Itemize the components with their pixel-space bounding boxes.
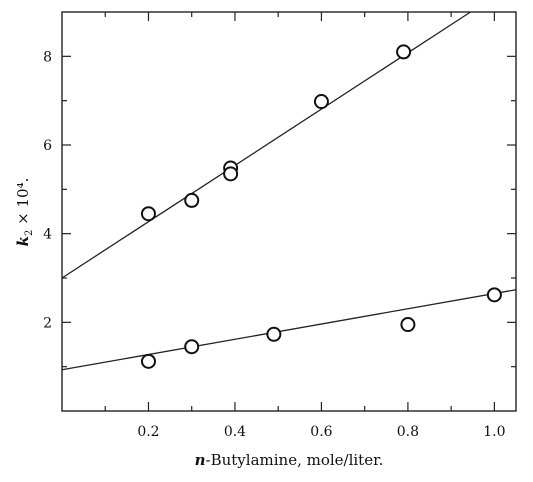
y-axis-title: k2 × 10⁴. xyxy=(14,178,35,247)
x-axis-ticks xyxy=(104,12,495,411)
y-axis-title-subscript: 2 xyxy=(24,230,35,236)
data-point-series-2 xyxy=(184,339,200,355)
data-point-series-1 xyxy=(313,94,329,110)
x-axis-title-rest: -Butylamine, mole/liter. xyxy=(206,451,384,469)
data-point-series-1 xyxy=(223,166,239,182)
data-point-series-2 xyxy=(266,326,282,342)
data-point-series-2 xyxy=(400,317,416,333)
data-point-series-1 xyxy=(184,192,200,208)
x-axis-title-italic: n xyxy=(195,451,206,469)
data-point-series-1 xyxy=(140,206,156,222)
x-axis-title: n-Butylamine, mole/liter. xyxy=(195,451,384,469)
plot-frame xyxy=(61,11,517,412)
y-tick-label: 2 xyxy=(43,315,52,331)
y-tick-label: 4 xyxy=(43,227,52,243)
y-tick-label: 8 xyxy=(43,49,52,65)
y-tick-label: 6 xyxy=(43,138,52,154)
y-axis-title-rest: × 10⁴. xyxy=(14,178,32,230)
y-axis-title-italic: k xyxy=(14,236,32,246)
x-tick-label: 0.6 xyxy=(310,424,332,440)
y-axis-tick-labels: 2 4 6 8 xyxy=(43,49,52,331)
data-point-series-2 xyxy=(140,353,156,369)
data-points xyxy=(140,44,502,369)
x-tick-label: 0.8 xyxy=(397,424,419,440)
data-point-series-1 xyxy=(396,44,412,60)
x-tick-label: 0.2 xyxy=(137,424,159,440)
fit-line-2 xyxy=(61,289,517,371)
fit-lines xyxy=(61,11,517,371)
y-axis-ticks xyxy=(62,55,516,368)
x-tick-label: 1.0 xyxy=(483,424,505,440)
data-point-series-2 xyxy=(486,287,502,303)
x-axis-tick-labels: 0.2 0.4 0.6 0.8 1.0 xyxy=(137,424,505,440)
x-tick-label: 0.4 xyxy=(224,424,246,440)
